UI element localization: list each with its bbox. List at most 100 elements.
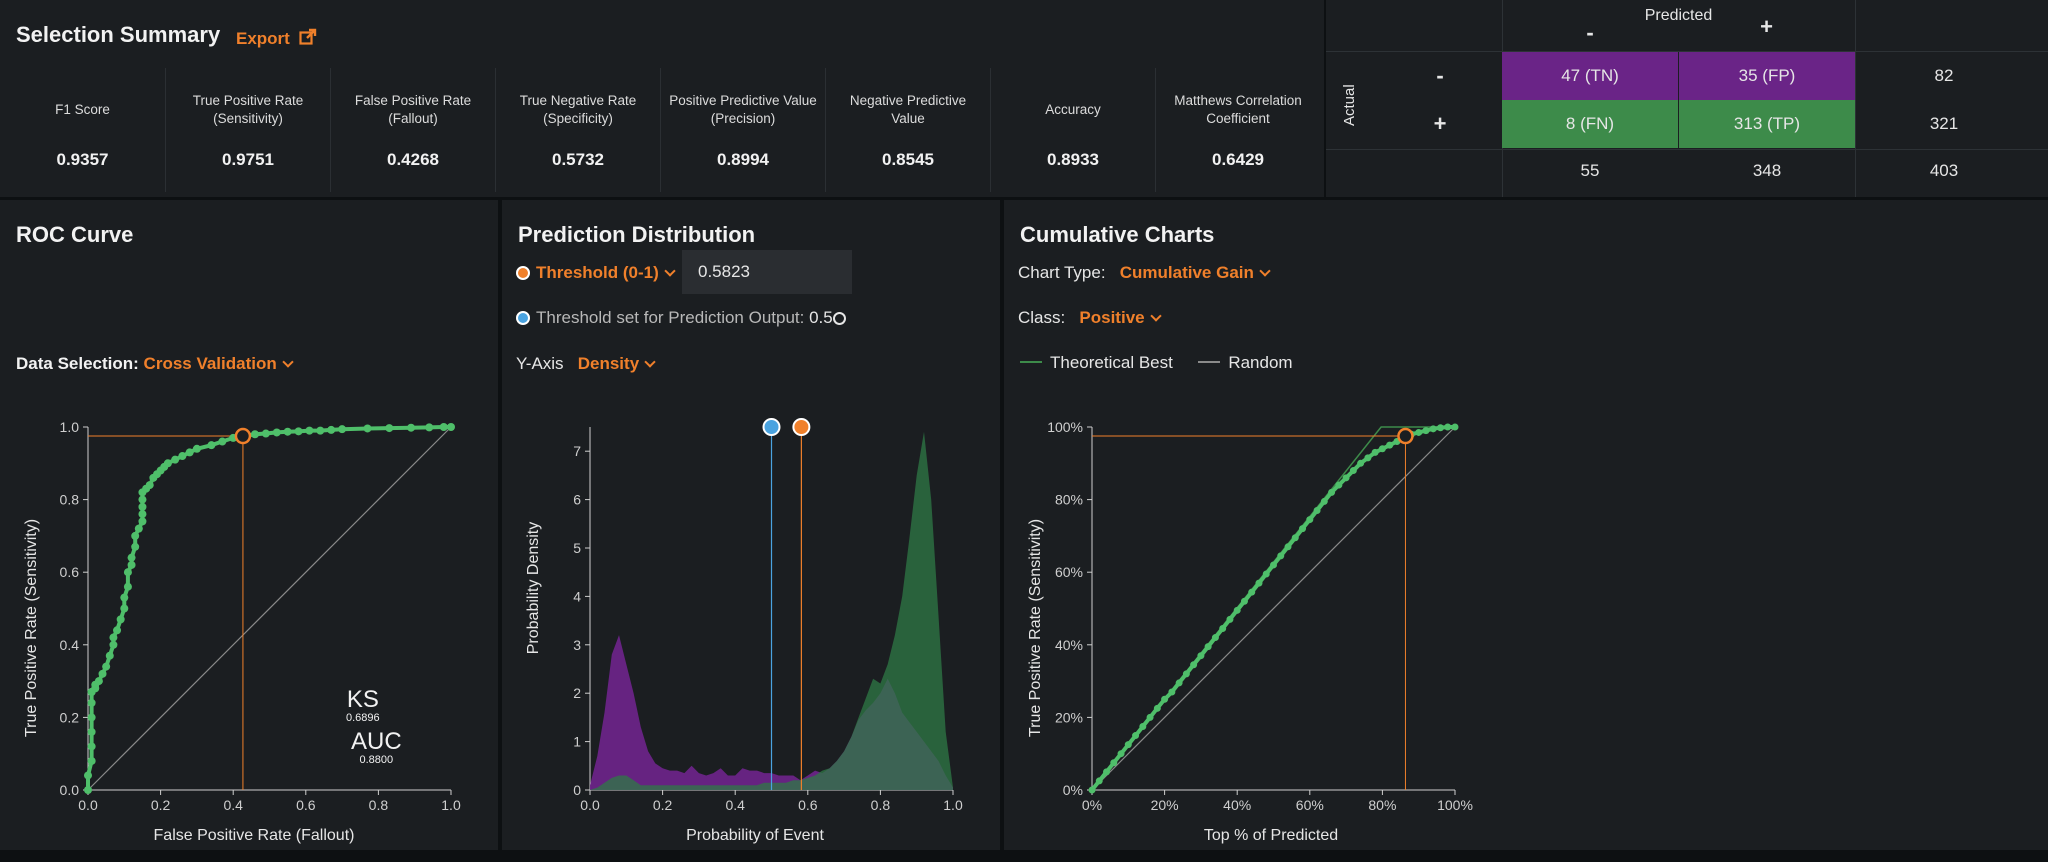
roc-point [272,428,281,437]
roc-point [138,495,147,504]
gain-point [1335,481,1343,489]
x-tick-label: 0.8 [369,797,389,813]
gain-point [1342,474,1350,482]
x-tick-label: 0.6 [798,797,818,813]
gain-point [1219,624,1227,632]
roc-point [338,425,347,434]
data-selection-label: Data Selection: [16,354,139,373]
true-positive-cell[interactable]: 313 (TP) [1679,100,1855,148]
roc-point [425,423,434,432]
roc-point [87,698,96,707]
data-selection-control[interactable]: Data Selection: Cross Validation [16,354,294,374]
threshold-marker [1397,427,1414,445]
chevron-down-icon [644,356,656,368]
roc-point [138,517,147,526]
metrics-row: F1 Score 0.9357 True Positive Rate (Sensi… [0,68,1324,192]
gain-point [1306,516,1314,524]
distribution-chart[interactable]: Probability of Event Probability Density… [502,400,1000,850]
threshold-input[interactable] [682,250,852,294]
gain-point [1233,606,1241,614]
chart-type-dropdown[interactable]: Cumulative Gain [1119,263,1254,282]
roc-point [109,640,118,649]
metric-mcc: Matthews Correlation Coefficient 0.6429 [1155,68,1320,192]
random-diagonal-line [87,426,452,791]
y-tick-label: 2 [573,685,581,701]
gain-point [1190,661,1198,669]
roc-point [218,437,227,446]
metric-ppv: Positive Predictive Value (Precision) 0.8… [660,68,825,192]
y-tick-label: 1.0 [60,419,80,435]
row-negative-total: 82 [1934,66,1954,85]
true-negative-cell[interactable]: 47 (TN) [1502,52,1678,100]
gain-point [1299,525,1307,533]
roc-point [87,727,96,736]
gain-point [1451,423,1459,431]
yaxis-control[interactable]: Y-Axis Density [516,354,656,374]
gain-point [1415,428,1423,436]
metric-value: 0.6429 [1212,150,1264,169]
threshold-control[interactable]: Threshold (0-1) [516,263,676,283]
legend-item: Random [1228,353,1293,372]
false-negative-cell[interactable]: 8 (FN) [1502,100,1678,148]
chevron-down-icon [664,265,676,277]
roc-point [250,430,259,439]
gain-point [1211,634,1219,642]
threshold-marker [234,427,252,445]
metric-value: 0.5732 [552,150,604,169]
gain-point [1444,423,1452,431]
roc-xlabel: False Positive Rate (Fallout) [154,827,355,844]
roc-point [138,510,147,519]
density-area-positive [590,431,953,790]
roc-point [163,459,172,468]
chevron-down-icon [1149,310,1162,322]
gain-point [1095,777,1103,785]
col-negative-total: 55 [1580,161,1600,180]
y-tick-label: 40% [1055,637,1083,653]
y-tick-label: 4 [573,588,581,604]
random-line [1091,426,1456,791]
metric-label: True Positive Rate (Sensitivity) [192,93,304,126]
class-control[interactable]: Class: Positive [1018,308,1162,328]
y-tick-label: 0.2 [60,709,80,725]
roc-point [439,423,448,431]
chart-type-control[interactable]: Chart Type: Cumulative Gain [1018,263,1271,283]
gain-point [1320,497,1328,505]
gain-point [1436,424,1444,432]
gain-point [1422,427,1430,435]
gain-point [1124,741,1132,749]
roc-point [185,448,194,457]
ks-stat: KS 0.6896 [346,686,380,724]
summary-title: Selection Summary [16,22,221,47]
data-selection-dropdown[interactable]: Cross Validation [143,354,277,373]
predicted-negative-header: - [1586,20,1594,45]
metric-value: 0.8994 [717,150,769,169]
y-tick-label: 7 [573,443,581,459]
gain-point [1429,425,1437,433]
x-tick-label: 20% [1151,797,1179,813]
x-tick-label: 0.2 [151,797,171,813]
x-tick-label: 40% [1223,797,1251,813]
export-button[interactable]: Export [236,28,317,49]
gain-point [1153,704,1161,712]
y-tick-label: 5 [573,540,581,556]
class-dropdown[interactable]: Positive [1079,308,1145,327]
x-tick-label: 0.0 [78,797,98,813]
metric-value: 0.8545 [882,150,934,169]
cumulative-chart[interactable]: Top % of Predicted True Positive Rate (S… [1004,400,1504,850]
roc-point [316,426,325,435]
edit-circle-icon[interactable] [832,312,846,325]
yaxis-label: Y-Axis [516,354,564,373]
metric-accuracy: Accuracy 0.8933 [990,68,1155,192]
metric-f1: F1 Score 0.9357 [0,68,165,192]
yaxis-dropdown[interactable]: Density [577,354,640,373]
roc-chart[interactable]: False Positive Rate (Fallout) True Posit… [0,400,498,850]
roc-point [363,424,372,433]
cumulative-title: Cumulative Charts [1020,222,1215,247]
threshold-dropdown[interactable]: Threshold (0-1) [536,263,659,282]
col-positive-total: 348 [1752,161,1782,180]
chevron-down-icon [282,356,294,368]
chevron-down-icon [1259,265,1271,277]
false-positive-cell[interactable]: 35 (FP) [1679,52,1855,100]
cumulative-charts-panel: Cumulative Charts [1004,200,2048,850]
actual-negative-header: - [1436,63,1444,88]
